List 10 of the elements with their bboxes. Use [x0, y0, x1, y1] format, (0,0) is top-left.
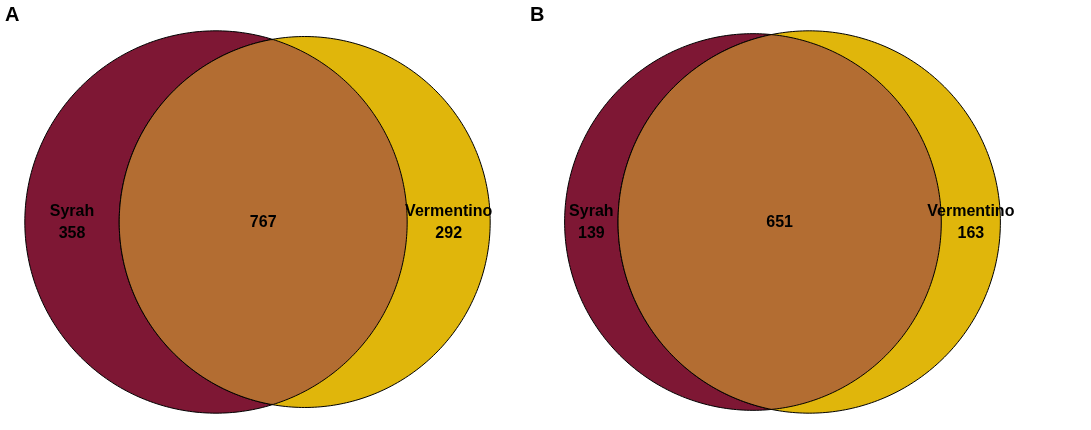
- category-label: Syrah: [49, 202, 95, 219]
- data-label: 163: [957, 224, 985, 241]
- data-label: 292: [435, 224, 463, 241]
- category-label: Syrah: [569, 202, 614, 219]
- data-label: 767: [249, 213, 277, 230]
- text: B: [530, 3, 545, 25]
- data-label: 358: [58, 224, 86, 241]
- text: A: [5, 3, 20, 25]
- data-label: 139: [577, 224, 605, 241]
- data-label: 651: [766, 213, 794, 230]
